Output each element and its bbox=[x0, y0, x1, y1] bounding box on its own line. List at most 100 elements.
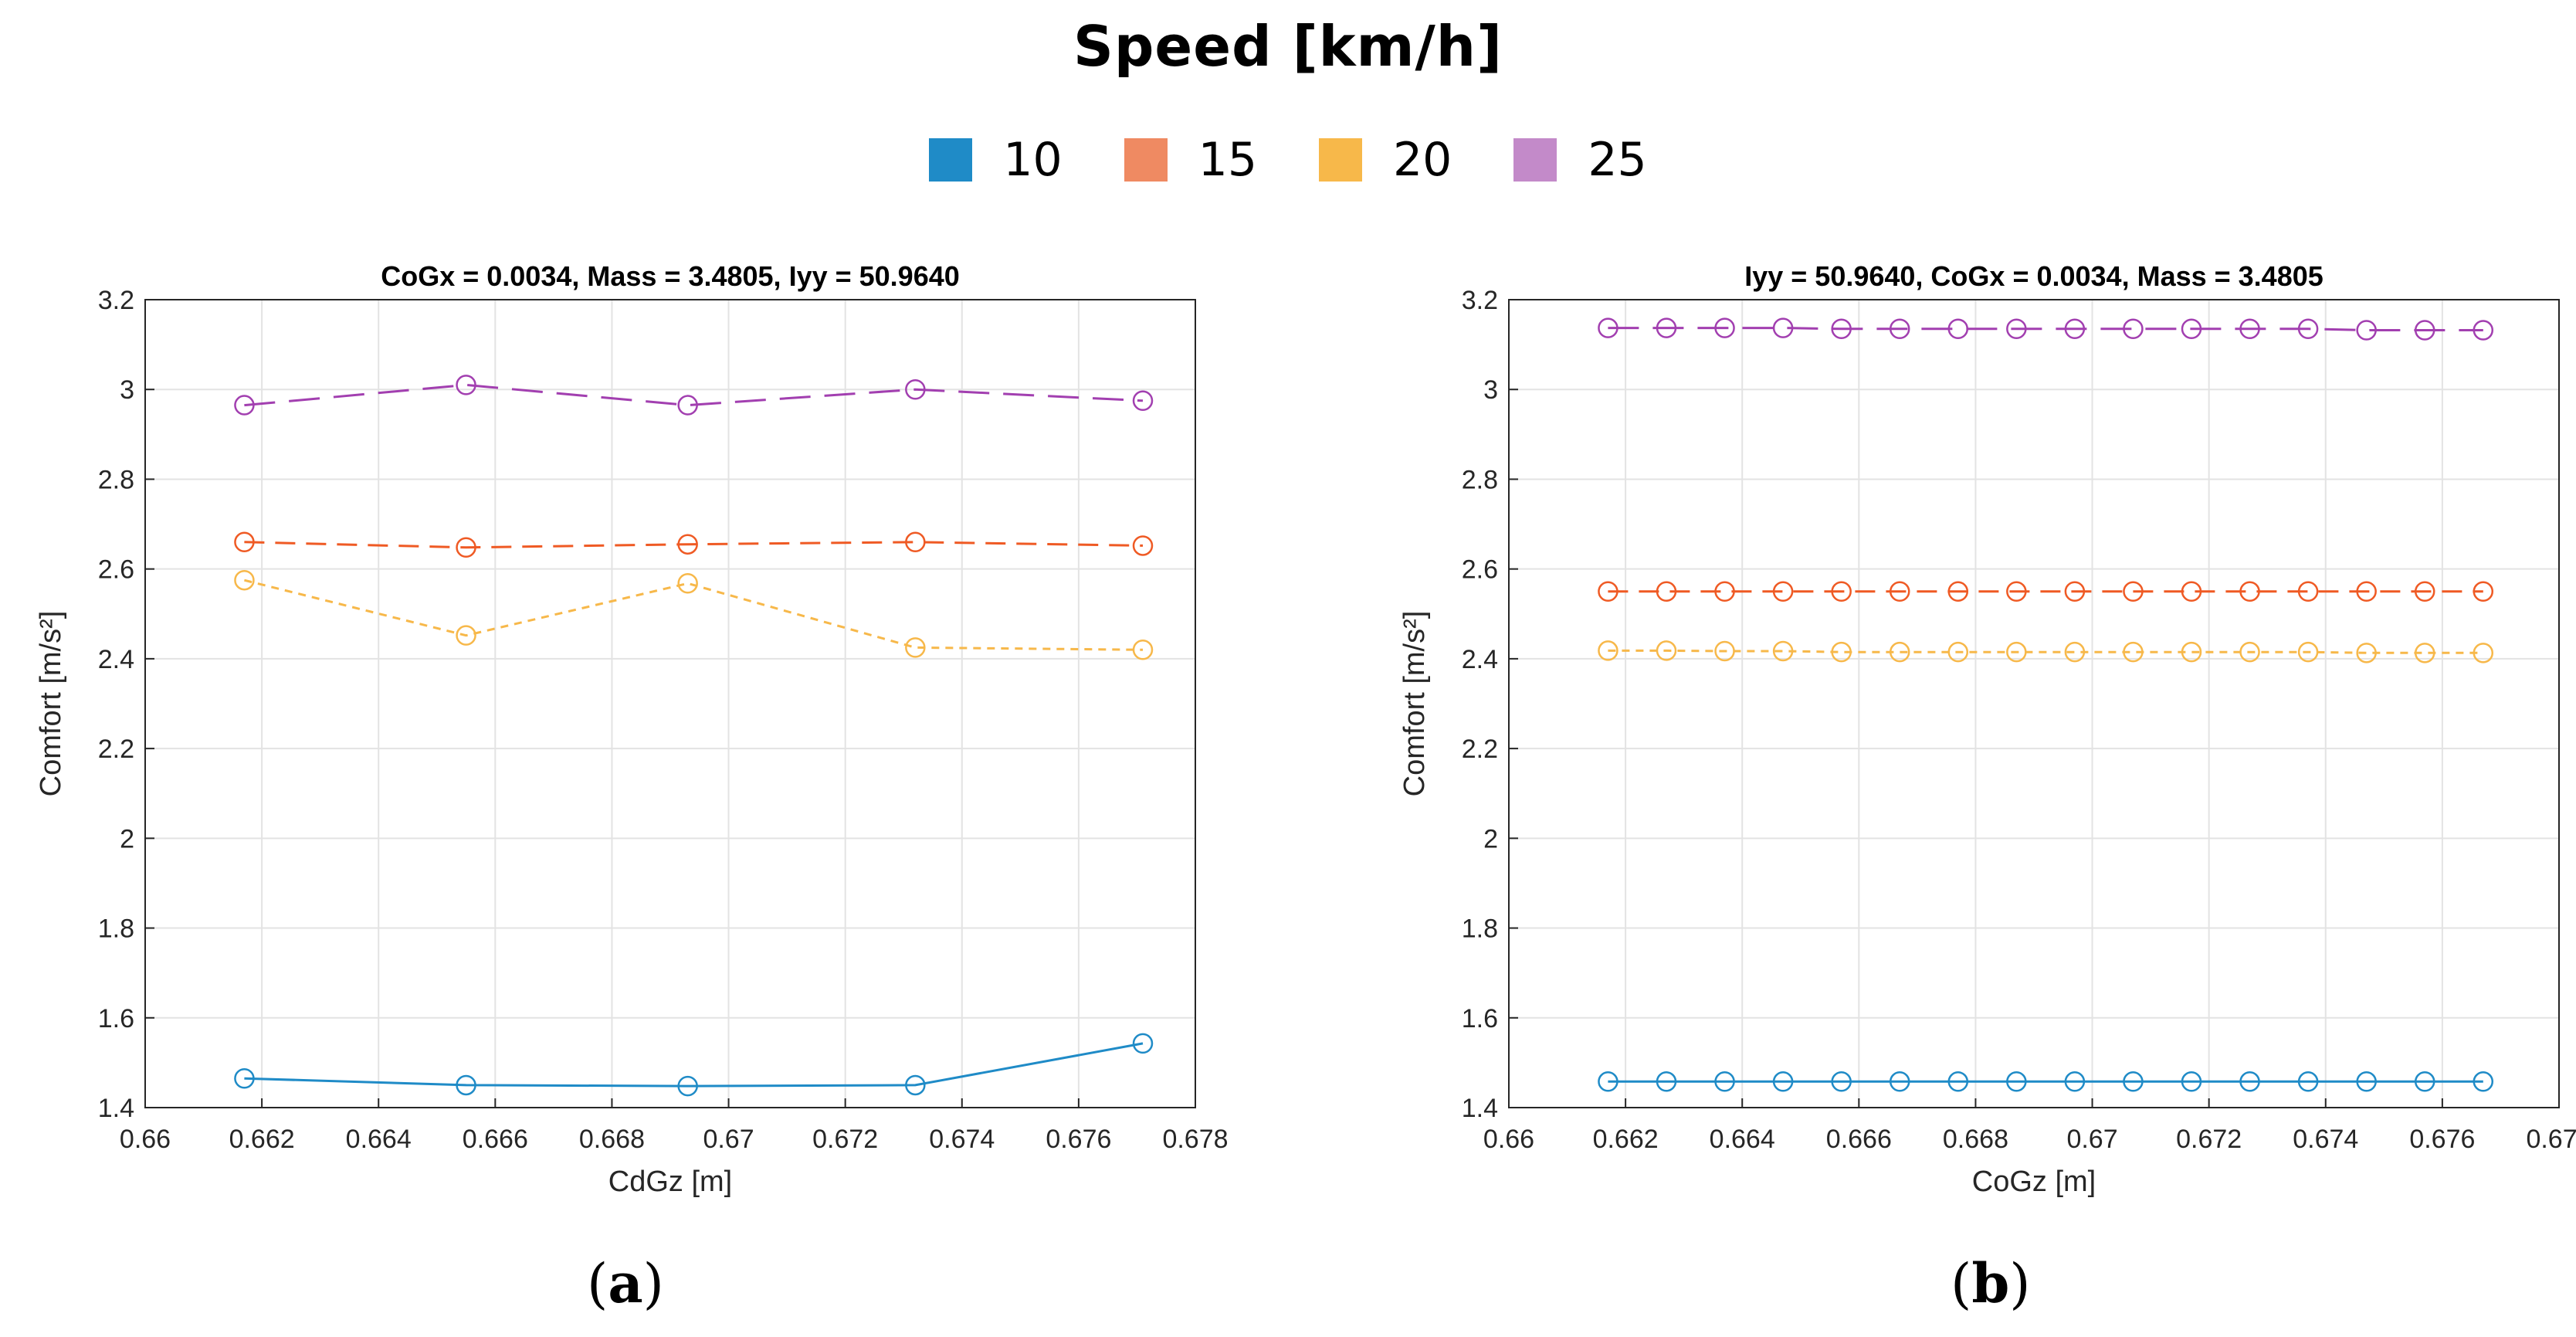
chart2-xtick-label-8: 0.676 bbox=[2409, 1125, 2475, 1154]
chart2-series-15-point-15 bbox=[2473, 581, 2494, 602]
chart2-ytick-label-2: 1.8 bbox=[1462, 915, 1498, 944]
chart2-ylabel: Comfort [m/s²] bbox=[1398, 611, 1431, 797]
chart2-series-20-point-5 bbox=[1889, 641, 1910, 663]
legend-label-10: 10 bbox=[1003, 133, 1063, 187]
chart1-series-20-point-4 bbox=[1132, 640, 1154, 660]
chart2-series-20-line bbox=[1608, 649, 2483, 654]
chart1-plot-area bbox=[145, 300, 1195, 1108]
chart1-series-25-point-0 bbox=[234, 395, 255, 416]
chart2-series-20-point-9 bbox=[2123, 641, 2144, 663]
chart2-series-25-point-11 bbox=[2239, 318, 2260, 340]
chart2-series-10-point-10 bbox=[2181, 1071, 2202, 1092]
legend-label-25: 25 bbox=[1588, 133, 1647, 187]
legend-item-10: 10 bbox=[929, 133, 1063, 187]
chart2-xtick-label-7: 0.674 bbox=[2293, 1125, 2358, 1154]
chart2-series-15-point-14 bbox=[2414, 581, 2435, 602]
chart2-series-20-point-2 bbox=[1714, 640, 1735, 662]
chart2-series-15-point-12 bbox=[2297, 581, 2319, 602]
chart2-xtick-label-9: 0.678 bbox=[2526, 1125, 2576, 1154]
legend-swatch-15 bbox=[1124, 138, 1168, 182]
chart2-series-25-point-10 bbox=[2181, 318, 2202, 340]
chart1-series-20-point-2 bbox=[677, 573, 698, 594]
chart2-series-20-point-11 bbox=[2239, 641, 2260, 663]
chart1-series-15-point-2 bbox=[677, 534, 698, 555]
chart2-series-15-point-5 bbox=[1889, 581, 1910, 602]
chart2-xtick-label-5: 0.67 bbox=[2066, 1125, 2117, 1154]
chart2-xtick-label-6: 0.672 bbox=[2176, 1125, 2242, 1154]
legend: 10 15 20 25 bbox=[0, 133, 2576, 187]
panel-tag-a-letter: a bbox=[608, 1251, 643, 1315]
chart1-series-25-line bbox=[244, 383, 1144, 407]
chart2-series-10-point-13 bbox=[2356, 1071, 2377, 1092]
chart1-xtick-label-8: 0.676 bbox=[1046, 1125, 1111, 1154]
chart2-group: 0.66 0.662 0.664 0.666 0.668 0.67 0.672 0.674 0.… bbox=[1398, 260, 2576, 1198]
chart2-series-10-point-15 bbox=[2473, 1071, 2494, 1092]
chart2-series-10-point-2 bbox=[1714, 1071, 1735, 1092]
chart1-series-15-point-4 bbox=[1132, 535, 1154, 556]
chart1-series-15-point-0 bbox=[234, 531, 255, 553]
chart2-series-10-point-7 bbox=[2006, 1071, 2027, 1092]
chart2-series-15-point-10 bbox=[2181, 581, 2202, 602]
chart2-series-25-point-5 bbox=[1889, 318, 1910, 340]
chart1-ytick-label-6: 2.6 bbox=[98, 555, 134, 585]
chart1-series-25-point-4 bbox=[1132, 390, 1154, 411]
chart2-series-20-point-3 bbox=[1772, 640, 1794, 662]
chart2-series-10-point-9 bbox=[2123, 1071, 2144, 1092]
chart1-xtick-label-6: 0.672 bbox=[812, 1125, 878, 1154]
chart2-series-10-point-0 bbox=[1598, 1071, 1618, 1092]
chart2-series-15-point-8 bbox=[2064, 581, 2086, 602]
panel-tag-a-open: ( bbox=[587, 1252, 608, 1315]
chart2-xtick-label-0: 0.66 bbox=[1483, 1125, 1534, 1154]
chart2-axes-box bbox=[1508, 299, 2560, 1108]
chart2-series-20-point-4 bbox=[1831, 641, 1852, 663]
chart2-series-15-point-7 bbox=[2006, 581, 2027, 602]
chart2-series-20-point-14 bbox=[2414, 643, 2435, 663]
chart2-series-15-point-2 bbox=[1714, 581, 1735, 602]
chart2-series-25-point-8 bbox=[2064, 318, 2086, 340]
legend-item-15: 15 bbox=[1124, 133, 1257, 187]
chart1-xtick-label-5: 0.67 bbox=[703, 1125, 754, 1154]
page-title: Speed [km/h] bbox=[1073, 14, 1503, 79]
chart2-ytick-label-8: 3 bbox=[1483, 375, 1498, 405]
chart1-ytick-label-9: 3.2 bbox=[98, 286, 134, 315]
chart2-ytick-label-7: 2.8 bbox=[1462, 465, 1498, 494]
legend-swatch-25 bbox=[1513, 138, 1557, 182]
chart2-title: Iyy = 50.9640, CoGx = 0.0034, Mass = 3.4… bbox=[1744, 260, 2323, 292]
chart1-axes-box bbox=[144, 299, 1196, 1108]
chart2-ytick-label-0: 1.4 bbox=[1462, 1094, 1498, 1123]
chart2-xlabel: CoGz [m] bbox=[1972, 1166, 2096, 1198]
chart1-xlabel: CdGz [m] bbox=[608, 1166, 732, 1198]
legend-label-20: 20 bbox=[1393, 133, 1452, 187]
chart1-series-10-point-0 bbox=[234, 1067, 255, 1089]
chart2-ytick-label-3: 2 bbox=[1483, 824, 1498, 853]
chart2-series-15-point-9 bbox=[2123, 581, 2144, 602]
legend-swatch-10 bbox=[929, 138, 973, 182]
chart2-series-20-point-0 bbox=[1598, 640, 1618, 661]
chart1-series-20-point-3 bbox=[905, 637, 926, 658]
chart2-series-25-point-3 bbox=[1772, 317, 1794, 338]
chart2-series-10-point-8 bbox=[2064, 1071, 2086, 1092]
chart2-series-10-point-5 bbox=[1889, 1071, 1910, 1092]
chart1-series-15-point-3 bbox=[905, 531, 926, 553]
chart2-ytick-label-6: 2.6 bbox=[1462, 555, 1498, 585]
legend-swatch-20 bbox=[1319, 138, 1362, 182]
chart1-ytick-label-2: 1.8 bbox=[98, 915, 134, 944]
chart2-series-20-point-1 bbox=[1656, 640, 1677, 661]
chart2-series-10-point-12 bbox=[2297, 1071, 2319, 1092]
chart2-series-15-point-11 bbox=[2239, 581, 2260, 602]
panel-tag-b: (b) bbox=[1951, 1251, 2031, 1315]
chart2-xtick-label-4: 0.668 bbox=[1943, 1125, 2008, 1154]
chart2-series-25-point-12 bbox=[2297, 318, 2319, 340]
chart1-series-10-point-1 bbox=[456, 1074, 476, 1096]
chart2-ytick-label-4: 2.2 bbox=[1462, 735, 1498, 764]
chart2-series-25-point-0 bbox=[1598, 317, 1618, 338]
chart1-series-20-point-0 bbox=[234, 569, 255, 591]
chart2-ytick-label-1: 1.6 bbox=[1462, 1004, 1498, 1033]
chart2-ytick-label-9: 3.2 bbox=[1462, 286, 1498, 315]
panel-tag-a: (a) bbox=[587, 1251, 664, 1315]
chart2-series-15-point-4 bbox=[1831, 581, 1852, 602]
chart1-xtick-label-4: 0.668 bbox=[579, 1125, 645, 1154]
chart2-series-20-point-8 bbox=[2064, 641, 2086, 663]
chart2-series-25-point-1 bbox=[1656, 317, 1677, 338]
chart2-series-10-point-3 bbox=[1772, 1071, 1794, 1092]
